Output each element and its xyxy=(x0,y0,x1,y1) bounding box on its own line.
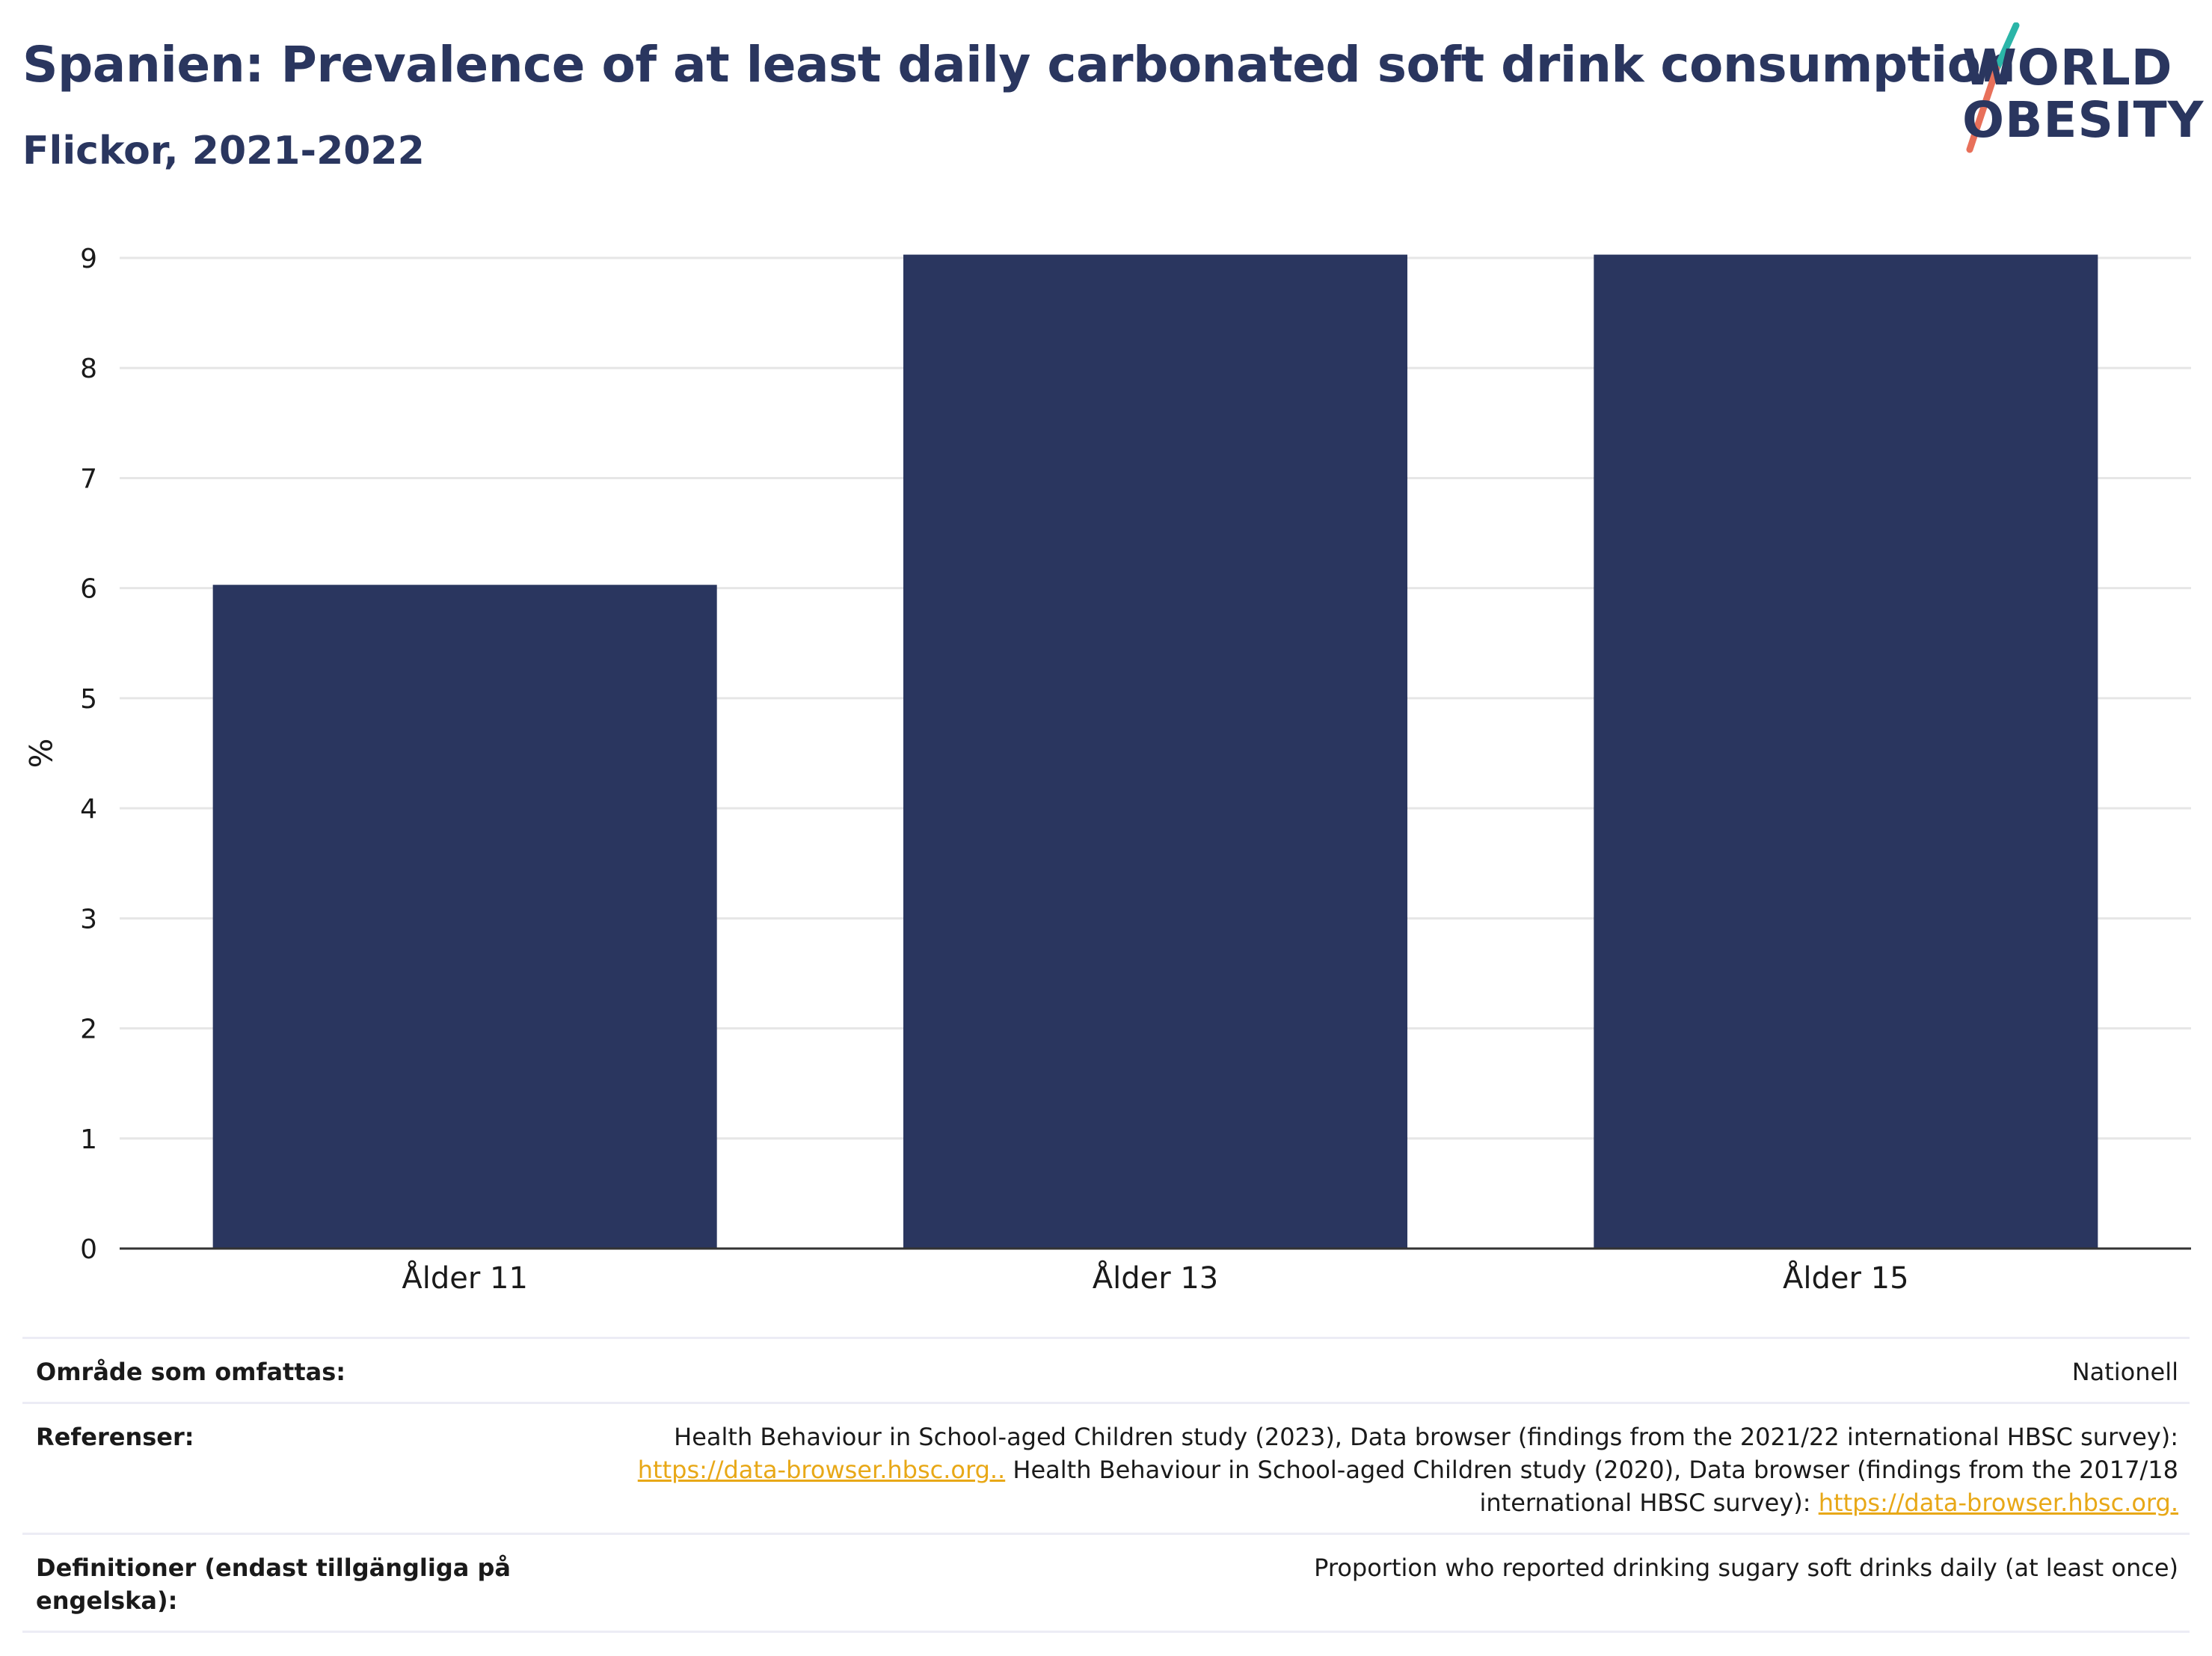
logo-word-obesity: OBESITY xyxy=(1962,91,2205,149)
logo-word-world: WORLD xyxy=(1962,39,2173,96)
x-tick-label: Ålder 15 xyxy=(1783,1260,1909,1296)
info-row-definitions: Definitioner (endast tillgängliga på eng… xyxy=(22,1533,2190,1633)
y-tick-label: 6 xyxy=(80,574,97,605)
bar-chart: 0 1 2 3 4 5 6 7 8 9 Ålder 11 Ålder 13 Ålder 15 % xyxy=(23,244,2191,1296)
y-tick-label: 1 xyxy=(80,1124,97,1155)
definitions-value: Proportion who reported drinking sugary … xyxy=(1314,1554,2178,1582)
y-tick-label: 8 xyxy=(80,354,97,384)
logo-slash-icon xyxy=(1966,22,2020,153)
y-tick-label: 3 xyxy=(80,904,97,935)
references-value: Health Behaviour in School-aged Children… xyxy=(533,1420,2178,1519)
y-tick-label: 0 xyxy=(80,1234,97,1265)
y-tick-label: 9 xyxy=(80,244,97,274)
bars xyxy=(212,254,2098,1249)
coverage-value: Nationell xyxy=(2071,1358,2178,1386)
chart-subtitle: Flickor, 2021-2022 xyxy=(22,129,425,173)
bar-2[interactable] xyxy=(903,254,1408,1249)
reference-link-2[interactable]: https://data-browser.hbsc.org. xyxy=(1818,1489,2178,1517)
references-label: Referenser: xyxy=(36,1423,194,1451)
reference-link-1[interactable]: https://data-browser.hbsc.org.. xyxy=(637,1456,1006,1484)
y-tick-label: 7 xyxy=(80,464,97,494)
y-tick-label: 4 xyxy=(80,794,97,825)
x-tick-labels: Ålder 11 Ålder 13 Ålder 15 xyxy=(402,1260,1908,1296)
x-tick-label: Ålder 11 xyxy=(402,1260,528,1296)
y-tick-labels: 0 1 2 3 4 5 6 7 8 9 xyxy=(80,244,97,1265)
bar-3[interactable] xyxy=(1594,254,2098,1249)
definitions-label: Definitioner (endast tillgängliga på eng… xyxy=(36,1554,511,1615)
info-table: Område som omfattas: Nationell Referense… xyxy=(22,1337,2190,1633)
x-tick-label: Ålder 13 xyxy=(1093,1260,1219,1296)
reference-text-1: Health Behaviour in School-aged Children… xyxy=(674,1423,2178,1451)
y-tick-label: 5 xyxy=(80,684,97,715)
y-tick-label: 2 xyxy=(80,1015,97,1045)
world-obesity-logo[interactable]: WORLD OBESITY xyxy=(1952,22,2203,157)
info-row-references: Referenser: Health Behaviour in School-a… xyxy=(22,1402,2190,1533)
info-row-coverage: Område som omfattas: Nationell xyxy=(22,1337,2190,1402)
bar-1[interactable] xyxy=(212,585,717,1249)
reference-text-2: Health Behaviour in School-aged Children… xyxy=(1005,1456,2178,1517)
y-axis-label: % xyxy=(23,739,60,769)
chart-title: Spanien: Prevalence of at least daily ca… xyxy=(22,36,2016,93)
coverage-label: Område som omfattas: xyxy=(36,1358,346,1386)
